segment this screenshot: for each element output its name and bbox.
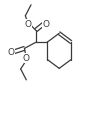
Text: O: O: [7, 48, 14, 57]
Text: O: O: [42, 20, 49, 29]
Text: O: O: [25, 20, 32, 29]
Text: O: O: [23, 54, 30, 63]
